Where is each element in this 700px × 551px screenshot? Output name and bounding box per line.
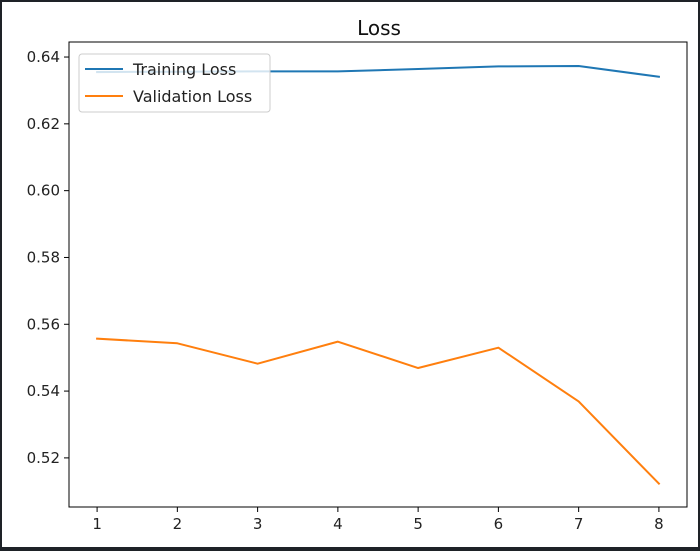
y-axis: 0.52 0.54 0.56 0.58 0.60 0.62 0.64 [27,48,69,467]
x-tick-label: 1 [92,515,102,533]
legend-label-validation-loss: Validation Loss [133,87,252,106]
y-tick-label: 0.62 [27,115,60,133]
x-tick-label: 2 [173,515,183,533]
y-tick-label: 0.56 [27,315,60,333]
legend-box [78,53,271,113]
validation-loss-line [96,337,661,486]
y-tick-label: 0.64 [27,48,60,66]
x-tick-label: 3 [253,515,263,533]
chart-title: Loss [357,16,401,40]
x-tick-label: 5 [413,515,423,533]
x-tick-label: 6 [494,515,504,533]
y-tick-label: 0.54 [27,382,60,400]
y-tick-label: 0.52 [27,449,60,467]
x-tick-label: 7 [574,515,584,533]
x-tick-label: 4 [333,515,343,533]
series-layer [96,65,661,486]
x-axis: 1 2 3 4 5 6 7 8 [92,507,664,533]
y-tick-label: 0.58 [27,248,60,266]
legend-label-training-loss: Training Loss [132,60,236,79]
y-tick-label: 0.60 [27,182,60,200]
legend: Training Loss Validation Loss [78,53,271,113]
plot-area-frame [68,41,688,508]
x-tick-label: 8 [654,515,664,533]
